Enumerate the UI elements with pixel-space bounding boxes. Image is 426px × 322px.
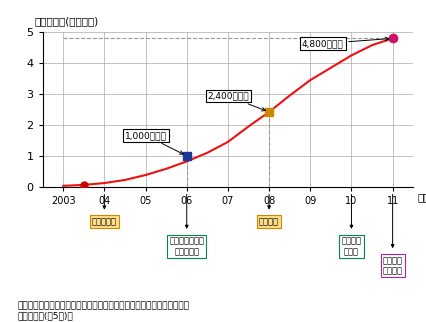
Text: 普及世帯数(千万世帯): 普及世帯数(千万世帯): [35, 17, 98, 27]
Text: ワールドカップ
ドイツ大会: ワールドカップ ドイツ大会: [169, 237, 204, 256]
Text: アナログ
放送停止: アナログ 放送停止: [383, 256, 403, 275]
Text: 北京五輪: 北京五輪: [259, 217, 279, 226]
Text: 2,400万世帯: 2,400万世帯: [207, 92, 265, 111]
Text: ワールド
カップ: ワールド カップ: [342, 237, 361, 256]
Text: アテネ五輪: アテネ五輪: [92, 217, 117, 226]
Text: （年）: （年）: [417, 192, 426, 202]
Text: （出典）地上デジタル推進全国会議「デジタル放送推進のための行動計
　　　　画(第5次)」: （出典）地上デジタル推進全国会議「デジタル放送推進のための行動計 画(第5次)」: [17, 301, 189, 320]
Text: 4,800万世帯: 4,800万世帯: [302, 37, 389, 48]
Text: 1,000万世帯: 1,000万世帯: [125, 131, 183, 154]
